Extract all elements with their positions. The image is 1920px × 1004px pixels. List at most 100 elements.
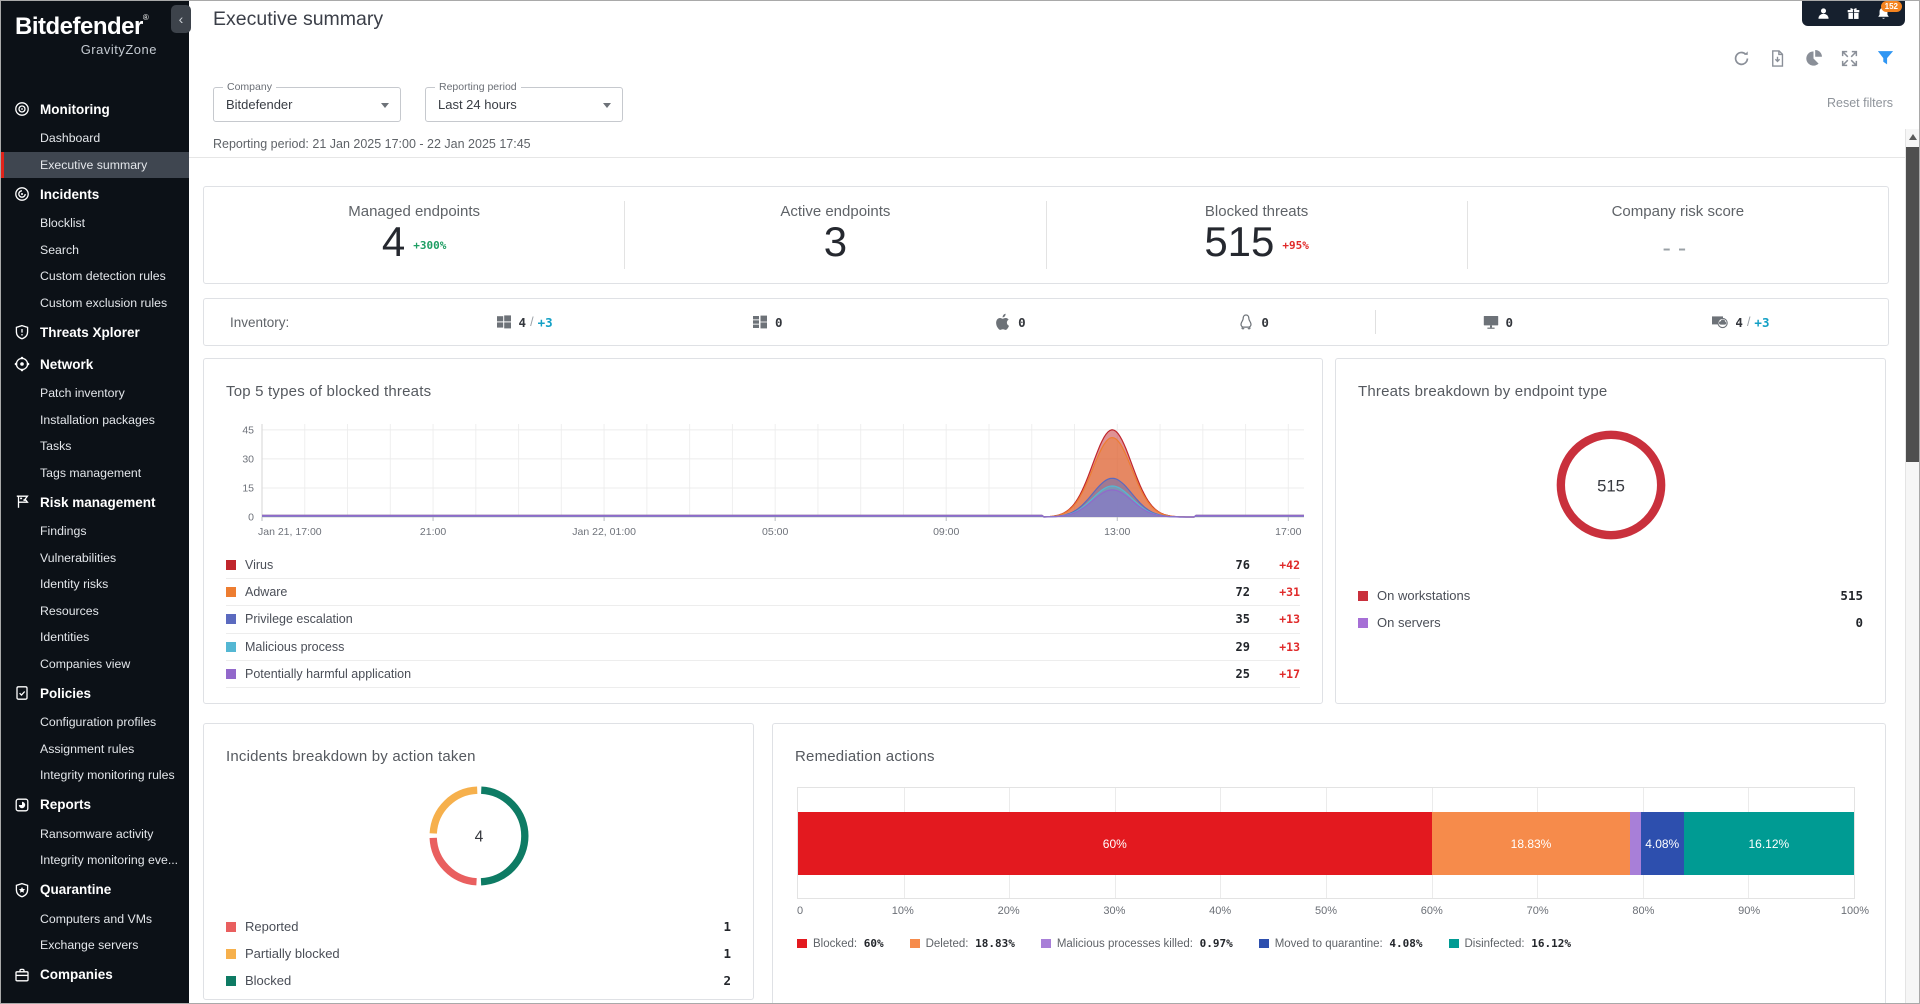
topbar-account-pill: 152 <box>1802 1 1905 26</box>
legend-swatch <box>1358 617 1368 628</box>
legend-value: 25 <box>1235 666 1250 681</box>
legend-value: 18.83% <box>968 937 1015 950</box>
legend-row-on-workstations: On workstations 515 <box>1358 582 1863 609</box>
filter-icon[interactable] <box>1876 49 1895 68</box>
sidebar-item-blocklist[interactable]: Blocklist <box>40 216 86 231</box>
x-axis-tick: 100% <box>1840 905 1870 917</box>
fullscreen-icon[interactable] <box>1840 49 1859 68</box>
area-series-potentially-harmful-application <box>262 489 1304 517</box>
sidebar-section-label: Quarantine <box>40 882 112 897</box>
sidebar-item-exchange-servers[interactable]: Exchange servers <box>40 938 139 953</box>
legend-delta: +13 <box>1279 639 1300 654</box>
reporting-period-select[interactable]: Reporting period Last 24 hours <box>425 81 623 122</box>
summary-card-value: 4 <box>381 218 406 265</box>
x-axis-tick: 40% <box>1209 905 1232 917</box>
sidebar-item-ransomware-activity[interactable]: Ransomware activity <box>40 826 154 841</box>
whats-new-gift-icon[interactable] <box>1846 6 1861 21</box>
legend-row-adware: Adware 72 +31 <box>226 579 1300 607</box>
sidebar-item-findings[interactable]: Findings <box>40 524 87 539</box>
legend-label: Adware <box>245 585 288 600</box>
blocked-threats-legend: Virus 76 +42 Adware 72 +31 Privilege escalatio… <box>226 552 1300 688</box>
sidebar-section-network[interactable]: Network <box>1 348 189 380</box>
panel-threats-by-endpoint: Threats breakdown by endpoint type 515 O… <box>1335 358 1886 704</box>
sidebar-section-threats-xplorer[interactable]: Threats Xplorer <box>1 316 189 348</box>
chart-view-icon[interactable] <box>1804 49 1823 68</box>
summary-card-label: Blocked threats <box>1204 203 1309 220</box>
x-axis-tick: 13:00 <box>1104 526 1130 538</box>
legend-delta: +17 <box>1279 666 1300 681</box>
remediation-bar-chart: 60% 18.83% 4.08% 16.12% <box>797 787 1855 899</box>
sidebar-item-dashboard[interactable]: Dashboard <box>40 131 101 146</box>
export-report-icon[interactable] <box>1768 49 1787 68</box>
reporting-period-text: Reporting period: 21 Jan 2025 17:00 - 22… <box>213 137 531 151</box>
sidebar-item-identities[interactable]: Identities <box>40 630 90 645</box>
sidebar-section-label: Monitoring <box>40 101 110 117</box>
sidebar-item-custom-detection-rules[interactable]: Custom detection rules <box>40 269 166 284</box>
summary-card-label: Company risk score <box>1611 203 1745 220</box>
sidebar-item-identity-risks[interactable]: Identity risks <box>40 577 109 592</box>
x-axis-tick: 17:00 <box>1275 526 1301 538</box>
sidebar-item-integrity-monitoring-eve[interactable]: Integrity monitoring eve... <box>40 853 179 868</box>
sidebar-item-custom-exclusion-rules[interactable]: Custom exclusion rules <box>40 295 168 310</box>
sidebar-section-label: Companies <box>40 967 113 982</box>
sidebar-section-companies[interactable]: Companies <box>1 959 189 991</box>
donut-segment-blocked <box>429 786 528 886</box>
sidebar-section-monitoring[interactable]: Monitoring <box>1 93 189 125</box>
account-icon[interactable] <box>1816 6 1831 21</box>
sidebar-item-installation-packages[interactable]: Installation packages <box>40 412 155 427</box>
reset-filters-button[interactable]: Reset filters <box>1827 96 1893 110</box>
sidebar-section-label: Threats Xplorer <box>40 324 140 340</box>
panel-remediation-actions: Remediation actions 60% 18.83% 4.08% 16.12%… <box>772 723 1886 1003</box>
company-select[interactable]: Company Bitdefender <box>213 81 401 122</box>
legend-swatch <box>797 939 807 948</box>
sidebar-item-companies-view[interactable]: Companies view <box>40 656 131 671</box>
sidebar-item-tags-management[interactable]: Tags management <box>40 465 142 480</box>
sidebar-item-search[interactable]: Search <box>40 242 79 257</box>
summary-card-delta: +300% <box>413 238 447 252</box>
sidebar-section-reports[interactable]: Reports <box>1 789 189 821</box>
sidebar-item-resources[interactable]: Resources <box>40 603 99 618</box>
legend-label: Malicious processes killed: <box>1056 937 1193 950</box>
x-axis-tick: 60% <box>1420 905 1443 917</box>
bar-segment-label: 60% <box>1102 836 1127 851</box>
sidebar-item-configuration-profiles[interactable]: Configuration profiles <box>40 715 157 730</box>
sidebar-item-executive-summary[interactable]: Executive summary <box>1 151 189 178</box>
legend-value: 35 <box>1235 612 1250 627</box>
monitoring-icon <box>14 101 30 117</box>
sidebar-section-label: Incidents <box>40 186 100 202</box>
legend-item-moved-to-quarantine: Moved to quarantine: 4.08% <box>1258 937 1423 950</box>
remediation-stacked-bar: 60% 18.83% 4.08% 16.12% <box>798 812 1854 875</box>
notifications-bell-icon[interactable]: 152 <box>1876 1 1902 21</box>
sidebar-item-integrity-monitoring-rules[interactable]: Integrity monitoring rules <box>40 768 175 783</box>
x-axis-tick: 20% <box>997 905 1020 917</box>
legend-swatch <box>1448 939 1459 948</box>
legend-value: 1 <box>723 919 731 934</box>
refresh-icon[interactable] <box>1732 49 1751 68</box>
sidebar-section-incidents[interactable]: Incidents <box>1 178 189 210</box>
inventory-new-count: +3 <box>537 314 553 330</box>
legend-swatch <box>226 614 236 625</box>
scrollbar-up-arrow[interactable] <box>1909 134 1917 140</box>
page-title: Executive summary <box>213 8 384 30</box>
sidebar-section-policies[interactable]: Policies <box>1 677 189 709</box>
legend-label: Deleted: <box>925 937 969 950</box>
panel-title: Top 5 types of blocked threats <box>226 383 432 400</box>
reporting-period-select-value: Last 24 hours <box>438 97 517 112</box>
sidebar-section-quarantine[interactable]: Quarantine <box>1 874 189 906</box>
sidebar-collapse-button[interactable]: ‹ <box>171 5 191 33</box>
sidebar-item-patch-inventory[interactable]: Patch inventory <box>40 386 125 401</box>
sidebar-item-computers-and-vms[interactable]: Computers and VMs <box>40 911 153 926</box>
scrollbar-thumb[interactable] <box>1906 147 1919 462</box>
legend-label: Privilege escalation <box>245 612 353 627</box>
sidebar-section-risk-management[interactable]: Risk management <box>1 486 189 518</box>
sidebar-item-tasks[interactable]: Tasks <box>40 439 72 454</box>
summary-card-delta: +95% <box>1282 238 1309 252</box>
sidebar-item-assignment-rules[interactable]: Assignment rules <box>40 741 135 756</box>
threats-donut-legend: On workstations 515 On servers 0 <box>1336 582 1885 636</box>
vertical-scrollbar[interactable] <box>1905 129 1919 1003</box>
sidebar-item-vulnerabilities[interactable]: Vulnerabilities <box>40 550 117 565</box>
legend-value: 2 <box>723 973 731 988</box>
panel-title: Incidents breakdown by action taken <box>226 748 476 765</box>
legend-value: 4.08% <box>1382 937 1423 950</box>
windows-icon <box>495 313 513 331</box>
